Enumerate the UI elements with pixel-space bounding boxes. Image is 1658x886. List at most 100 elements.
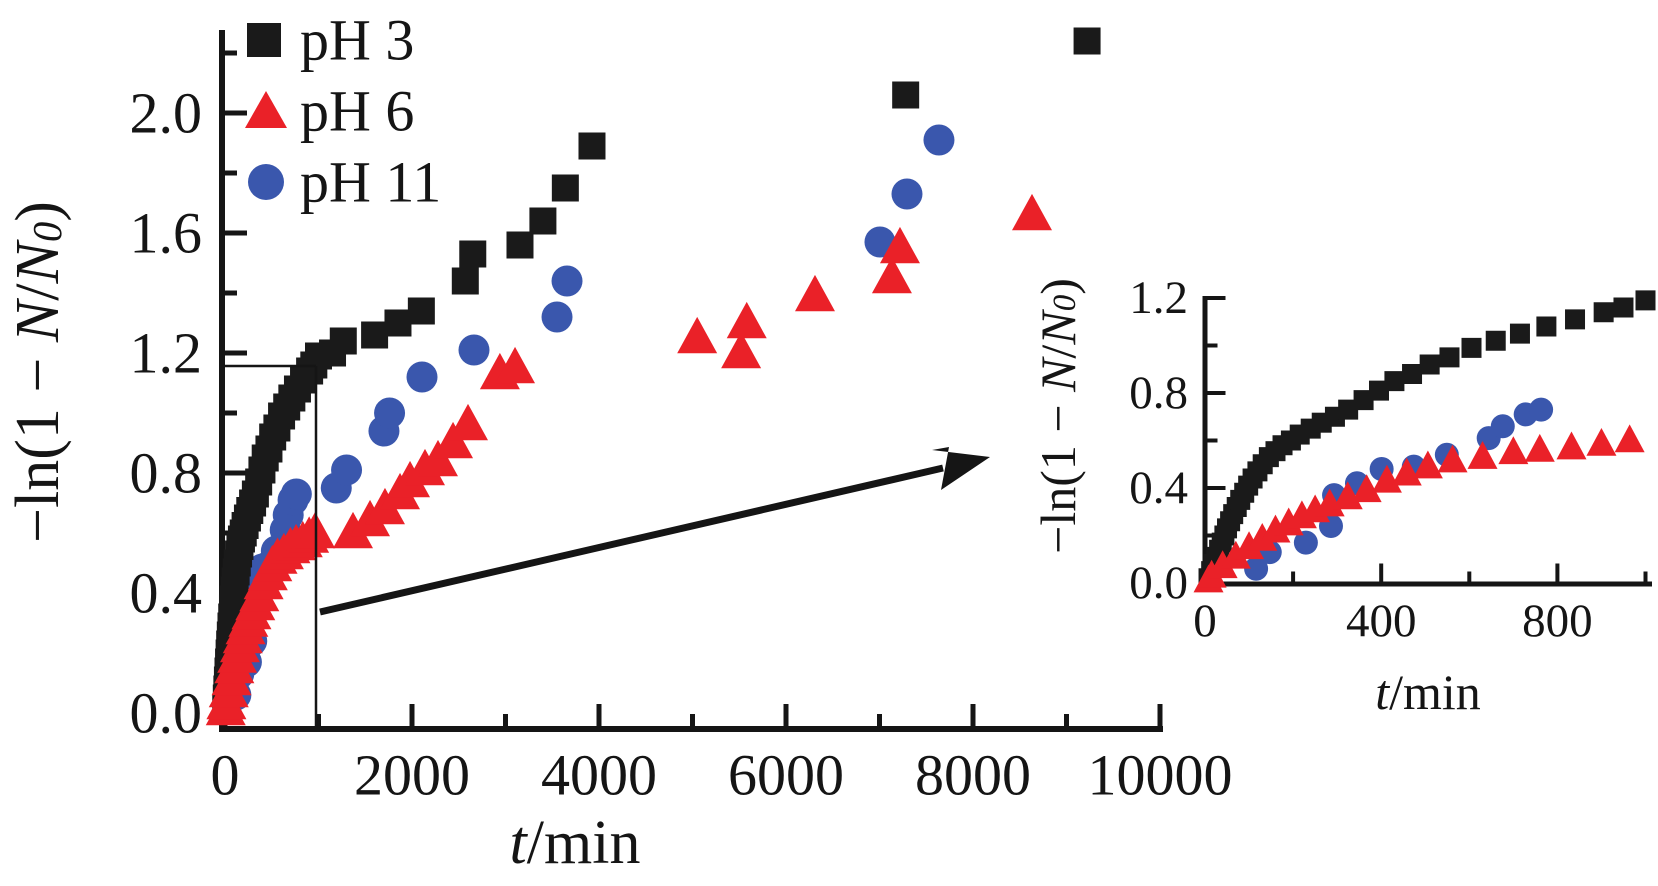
main-point-ph6 <box>333 511 374 549</box>
inset-plot: 0 400 800 0.0 0.4 0.8 1.2 t/min −ln(1 − N/N0) <box>1030 272 1656 720</box>
inset-point-ph6 <box>1467 441 1498 469</box>
inset-point-ph3 <box>1613 297 1634 318</box>
main-point-ph6 <box>879 226 920 264</box>
main-x-tick-label: 8000 <box>915 743 1031 808</box>
inset-point-ph6 <box>1524 433 1555 462</box>
legend: pH 3 pH 6 pH 11 <box>245 8 441 215</box>
main-point-ph3 <box>451 267 479 295</box>
main-point-ph11 <box>331 454 363 486</box>
inset-point-ph6 <box>1498 436 1529 465</box>
main-y-tick-label: 0.0 <box>130 681 203 746</box>
inset-y-tick-label: 0.0 <box>1129 557 1188 609</box>
inset-point-ph3 <box>1402 364 1423 384</box>
inset-point-ph3 <box>1439 347 1460 368</box>
main-point-ph11 <box>374 397 406 429</box>
inset-point-ph6 <box>1371 464 1402 493</box>
inset-point-ph6 <box>1556 431 1587 460</box>
arrow-head-icon <box>932 447 990 490</box>
main-point-ph6 <box>677 316 718 354</box>
inset-y-tick-label: 0.4 <box>1129 462 1188 514</box>
main-x-tick-label: 10000 <box>1088 743 1233 808</box>
main-x-axis-title: t/min <box>510 809 641 877</box>
main-point-ph3 <box>407 297 435 325</box>
inset-point-ph11 <box>1529 397 1554 422</box>
legend-label-ph3: pH 3 <box>300 8 414 73</box>
main-point-ph11 <box>923 124 955 156</box>
inset-point-ph6 <box>1586 427 1617 456</box>
inset-point-ph3 <box>1593 302 1614 323</box>
inset-pointer-arrow <box>319 447 990 616</box>
main-point-ph6 <box>1011 193 1052 231</box>
main-point-ph3 <box>1073 27 1101 55</box>
main-y-axis-title: −ln(1 − N/N0) <box>4 201 72 543</box>
main-x-tick-label: 4000 <box>541 743 657 808</box>
inset-x-axis-title: t/min <box>1375 664 1481 720</box>
main-y-tick-label: 1.6 <box>130 201 203 266</box>
inset-point-ph11 <box>1244 556 1269 581</box>
inset-point-ph6 <box>1234 531 1265 560</box>
main-x-tick-label: 2000 <box>354 743 470 808</box>
main-point-ph11 <box>280 478 312 510</box>
main-point-ph3 <box>459 240 487 268</box>
inset-y-tick-label: 0.8 <box>1129 367 1188 419</box>
main-point-ph6 <box>871 256 912 294</box>
legend-label-ph6: pH 6 <box>300 79 414 144</box>
main-point-ph11 <box>406 361 438 393</box>
inset-point-ph6 <box>1614 424 1645 453</box>
inset-point-ph6 <box>1314 488 1345 517</box>
main-point-ph3 <box>892 81 920 109</box>
inset-point-ph3 <box>1485 330 1506 351</box>
main-point-ph3 <box>506 231 534 259</box>
inset-point-ph3 <box>1509 323 1530 344</box>
inset-point-ph11 <box>1490 414 1515 439</box>
inset-point-ph3 <box>1353 390 1374 411</box>
inset-point-ph3 <box>1368 380 1389 401</box>
inset-point-ph3 <box>1461 337 1482 358</box>
main-point-ph3 <box>551 174 579 202</box>
legend-triangle-icon <box>245 91 287 128</box>
legend-circle-icon <box>248 164 284 200</box>
inset-point-ph6 <box>1220 540 1251 569</box>
main-plot: 0 2000 4000 6000 8000 10000 0.0 0.4 0.8 1.2 1.6 2.0… <box>4 27 1233 877</box>
main-point-ph3 <box>578 132 606 160</box>
inset-point-ph6 <box>1260 514 1291 543</box>
main-point-ph6 <box>721 331 762 369</box>
main-point-ph3 <box>384 309 412 337</box>
inset-point-ph6 <box>1351 474 1382 503</box>
main-y-tick-label: 0.8 <box>130 441 203 506</box>
inset-point-ph3 <box>1536 316 1557 337</box>
inset-point-ph3 <box>1384 371 1405 392</box>
main-x-tick-label: 6000 <box>728 743 844 808</box>
main-point-ph11 <box>891 178 923 210</box>
main-y-tick-label: 0.4 <box>130 561 203 626</box>
inset-point-ph11 <box>1293 530 1318 555</box>
inset-point-ph6 <box>1391 457 1422 486</box>
inset-x-tick-label: 0 <box>1193 595 1217 647</box>
inset-point-ph6 <box>1273 507 1304 536</box>
inset-point-ph3 <box>1635 290 1656 311</box>
inset-point-ph6 <box>1207 550 1238 579</box>
inset-x-tick-label: 800 <box>1522 595 1593 647</box>
inset-point-ph6 <box>1247 522 1278 551</box>
zoom-region-outline <box>223 364 318 727</box>
legend-label-ph11: pH 11 <box>300 150 441 215</box>
inset-x-tick-label: 400 <box>1346 595 1417 647</box>
inset-point-ph3 <box>1419 354 1440 375</box>
inset-point-ph3 <box>1338 399 1359 420</box>
main-y-tick-label: 1.2 <box>130 321 203 386</box>
inset-point-ph6 <box>1412 450 1443 479</box>
main-point-ph11 <box>458 334 490 366</box>
main-y-tick-label: 2.0 <box>130 81 203 146</box>
inset-point-ph3 <box>1565 309 1586 330</box>
main-point-ph3 <box>529 207 557 235</box>
main-point-ph6 <box>794 274 835 312</box>
main-point-ph3 <box>361 321 389 349</box>
main-x-tick-label: 0 <box>211 743 240 808</box>
main-point-ph11 <box>551 265 583 297</box>
main-point-ph6 <box>448 403 489 441</box>
main-point-ph3 <box>329 327 357 355</box>
arrow-shaft <box>319 464 944 616</box>
inset-point-ph6 <box>1332 481 1363 510</box>
